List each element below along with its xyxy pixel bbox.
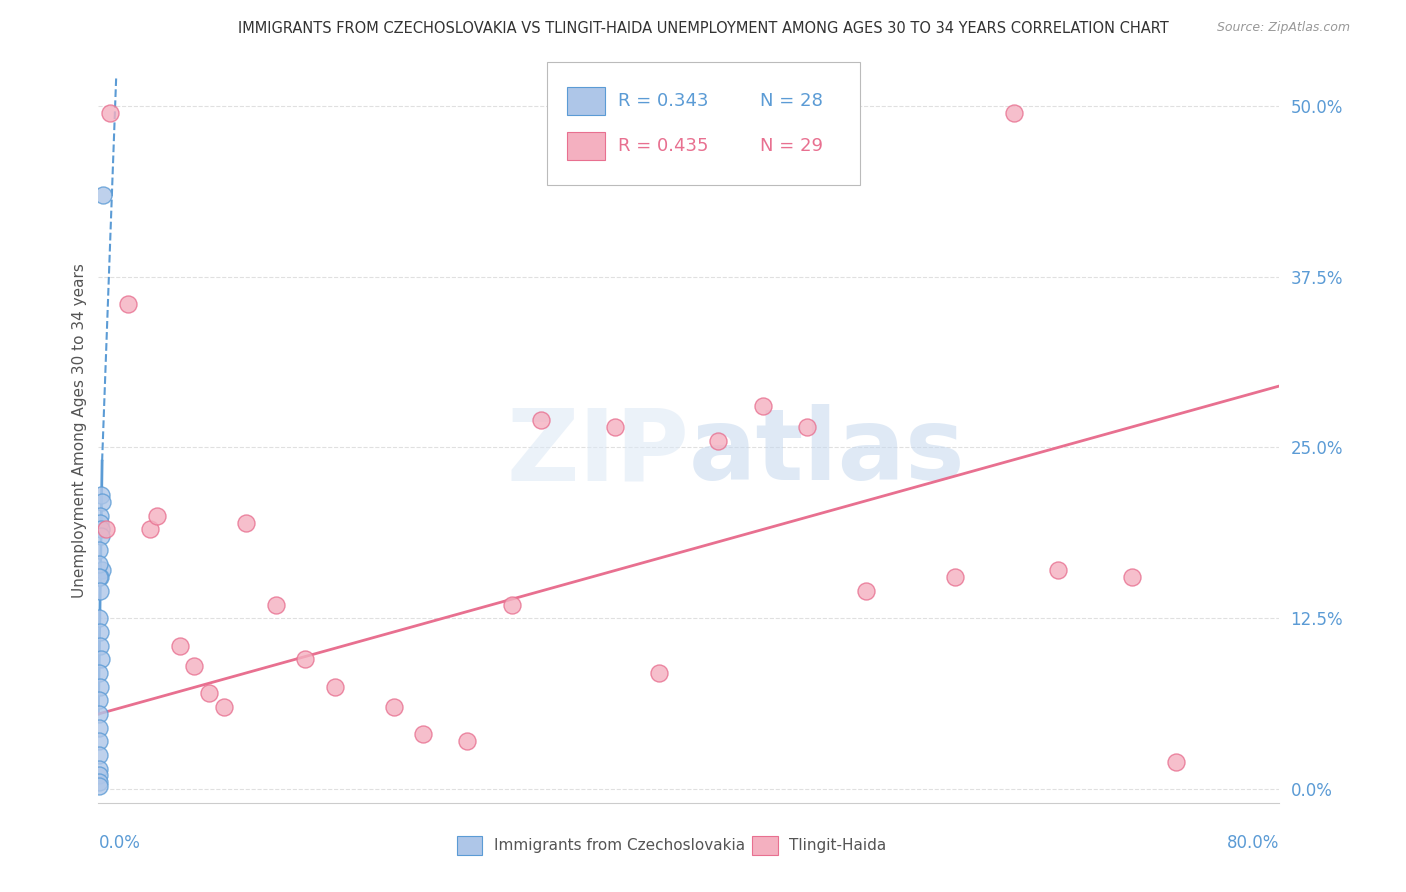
Point <box>457 734 479 748</box>
Point <box>139 523 162 537</box>
Point <box>87 775 110 789</box>
Point <box>87 721 110 735</box>
Point <box>796 420 818 434</box>
Point <box>855 584 877 599</box>
Point <box>89 584 111 599</box>
Point <box>412 727 434 741</box>
Point <box>707 434 730 448</box>
Point <box>98 105 121 120</box>
Point <box>94 523 117 537</box>
Y-axis label: Unemployment Among Ages 30 to 34 years: Unemployment Among Ages 30 to 34 years <box>72 263 87 598</box>
Point <box>87 768 110 782</box>
Point <box>91 564 114 578</box>
Point <box>264 598 287 612</box>
Text: R = 0.343: R = 0.343 <box>619 92 709 111</box>
Point <box>752 400 775 414</box>
FancyBboxPatch shape <box>567 132 605 160</box>
Point <box>117 297 139 311</box>
Point <box>89 639 111 653</box>
Point <box>382 700 405 714</box>
Point <box>1121 570 1143 584</box>
Point <box>146 508 169 523</box>
Text: N = 29: N = 29 <box>759 136 823 155</box>
Text: 80.0%: 80.0% <box>1227 834 1279 852</box>
Point <box>87 762 110 776</box>
Text: R = 0.435: R = 0.435 <box>619 136 709 155</box>
Text: Tlingit-Haida: Tlingit-Haida <box>789 838 886 853</box>
Point <box>89 624 111 639</box>
Point <box>89 508 111 523</box>
Point <box>323 680 346 694</box>
Point <box>87 747 110 762</box>
Point <box>648 665 671 680</box>
Point <box>89 557 111 571</box>
Text: N = 28: N = 28 <box>759 92 823 111</box>
Point <box>87 780 110 794</box>
Text: ZIP: ZIP <box>506 404 689 501</box>
Text: atlas: atlas <box>689 404 966 501</box>
Point <box>198 686 221 700</box>
Point <box>943 570 966 584</box>
Point <box>1002 105 1025 120</box>
Text: Source: ZipAtlas.com: Source: ZipAtlas.com <box>1216 21 1350 34</box>
Point <box>235 516 257 530</box>
Point <box>89 680 111 694</box>
Point <box>501 598 523 612</box>
Point <box>212 700 235 714</box>
Point <box>89 516 111 530</box>
Point <box>90 652 112 666</box>
Point <box>91 495 114 509</box>
Point <box>87 734 110 748</box>
Text: Immigrants from Czechoslovakia: Immigrants from Czechoslovakia <box>494 838 745 853</box>
Point <box>90 488 112 502</box>
Point <box>89 611 111 625</box>
Point <box>87 706 110 721</box>
Point <box>89 570 111 584</box>
FancyBboxPatch shape <box>567 87 605 115</box>
Point <box>294 652 316 666</box>
Point <box>89 693 111 707</box>
Point <box>89 543 111 558</box>
Point <box>91 187 114 202</box>
Point <box>183 659 205 673</box>
Point <box>169 639 191 653</box>
Text: 0.0%: 0.0% <box>98 834 141 852</box>
Text: IMMIGRANTS FROM CZECHOSLOVAKIA VS TLINGIT-HAIDA UNEMPLOYMENT AMONG AGES 30 TO 34: IMMIGRANTS FROM CZECHOSLOVAKIA VS TLINGI… <box>238 21 1168 36</box>
FancyBboxPatch shape <box>547 62 860 185</box>
Point <box>530 413 553 427</box>
Point <box>90 529 112 543</box>
Point <box>1046 564 1070 578</box>
Point <box>90 523 112 537</box>
Point <box>89 570 111 584</box>
Point <box>89 665 111 680</box>
Point <box>1166 755 1188 769</box>
Point <box>605 420 627 434</box>
